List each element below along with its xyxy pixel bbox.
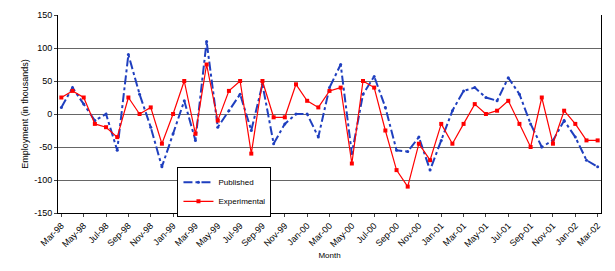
svg-text:-100: -100 — [34, 175, 52, 185]
svg-text:Jan-99: Jan-99 — [151, 221, 178, 248]
svg-text:Mar-01: Mar-01 — [441, 221, 468, 248]
svg-text:Sep-00: Sep-00 — [374, 221, 402, 249]
svg-text:May-01: May-01 — [462, 221, 490, 249]
svg-text:Nov-98: Nov-98 — [128, 221, 156, 249]
svg-text:Mar-98: Mar-98 — [39, 221, 66, 248]
svg-text:Jul-01: Jul-01 — [488, 221, 512, 245]
svg-text:0: 0 — [47, 109, 52, 119]
svg-text:Jul-98: Jul-98 — [86, 221, 110, 245]
svg-text:Jan-02: Jan-02 — [553, 221, 580, 248]
svg-text:100: 100 — [37, 43, 52, 53]
svg-text:Month: Month — [318, 251, 340, 260]
svg-text:Nov-00: Nov-00 — [396, 221, 424, 249]
svg-text:Jan-00: Jan-00 — [285, 221, 312, 248]
svg-text:150: 150 — [37, 10, 52, 20]
svg-text:May-00: May-00 — [328, 221, 356, 249]
svg-text:Experimental: Experimental — [218, 197, 265, 206]
svg-text:-50: -50 — [39, 142, 52, 152]
svg-text:Mar-02: Mar-02 — [575, 221, 602, 248]
svg-text:-150: -150 — [34, 208, 52, 218]
svg-text:Nov-01: Nov-01 — [530, 221, 558, 249]
svg-text:Sep-99: Sep-99 — [239, 221, 267, 249]
svg-text:Nov-99: Nov-99 — [262, 221, 290, 249]
svg-text:50: 50 — [42, 76, 52, 86]
svg-text:Jan-01: Jan-01 — [419, 221, 446, 248]
svg-text:Jul-00: Jul-00 — [354, 221, 378, 245]
svg-text:Sep-01: Sep-01 — [508, 221, 536, 249]
svg-text:May-98: May-98 — [60, 221, 88, 249]
svg-text:Mar-99: Mar-99 — [173, 221, 200, 248]
svg-text:Employment (in thousands): Employment (in thousands) — [20, 59, 30, 169]
svg-text:Jul-99: Jul-99 — [220, 221, 244, 245]
svg-text:May-99: May-99 — [194, 221, 222, 249]
svg-text:Sep-98: Sep-98 — [105, 221, 133, 249]
svg-text:Published: Published — [218, 178, 253, 187]
svg-text:Mar-00: Mar-00 — [307, 221, 334, 248]
